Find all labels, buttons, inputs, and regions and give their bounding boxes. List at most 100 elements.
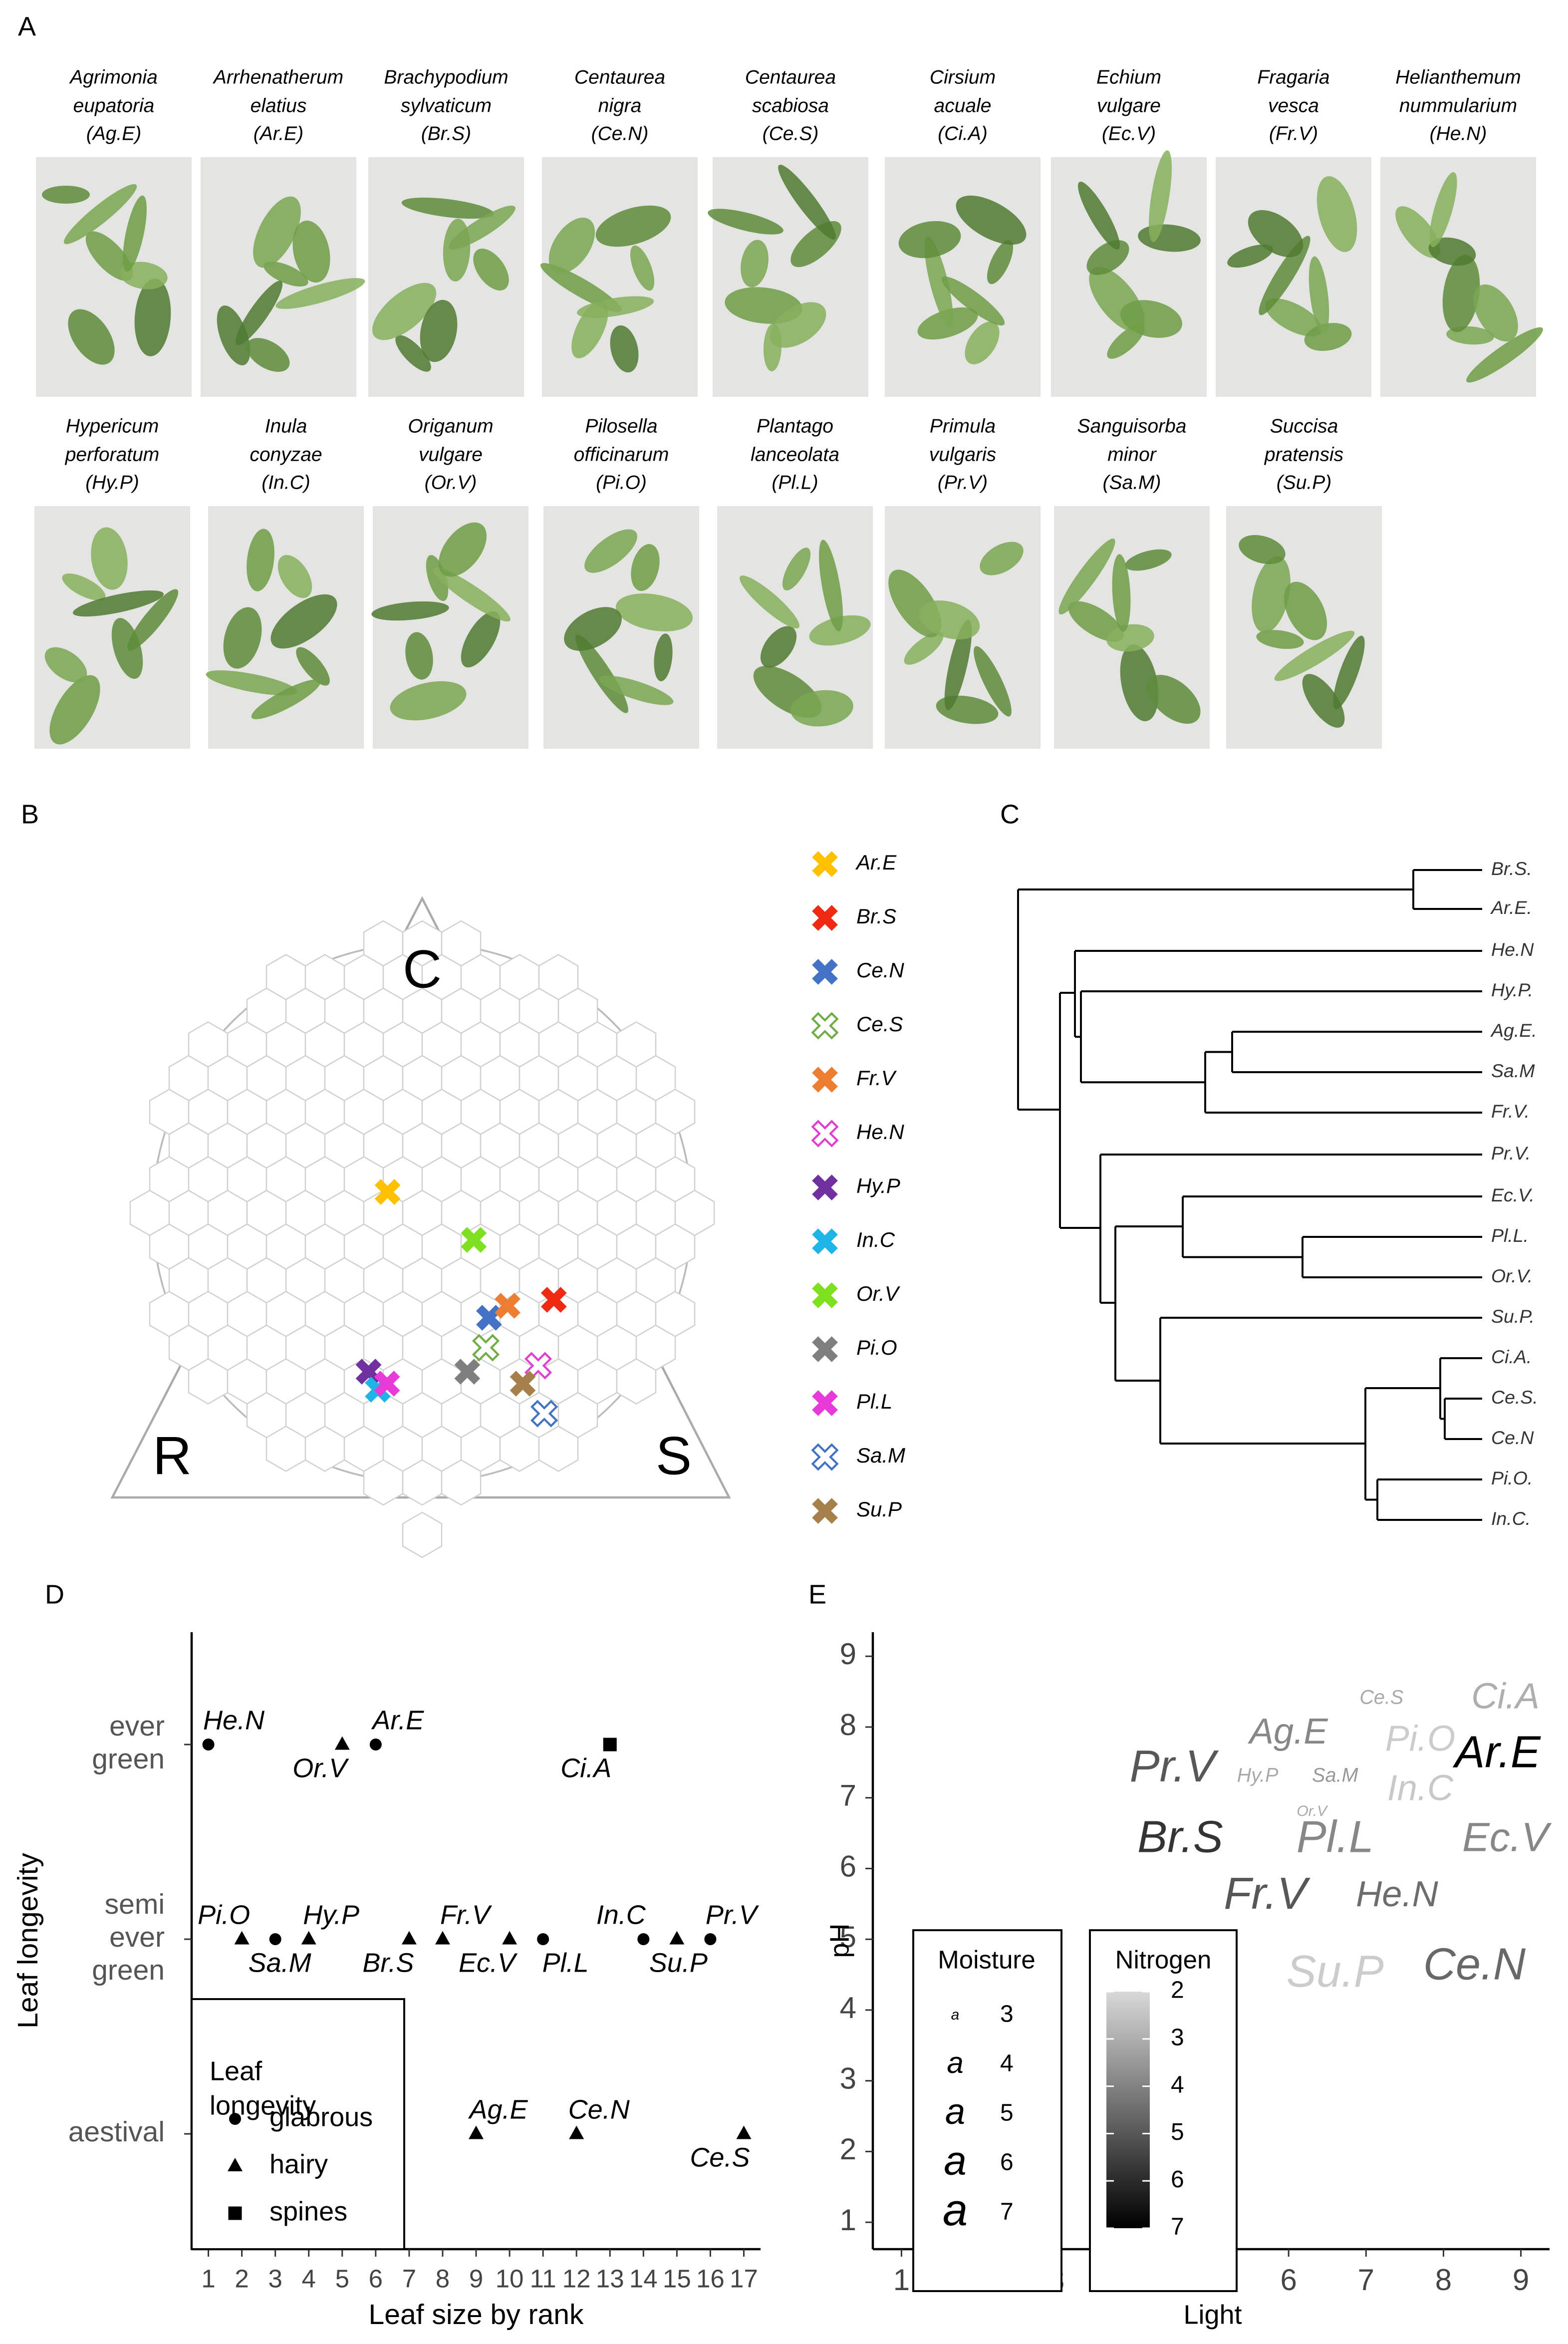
- leaf: [127, 589, 179, 651]
- csr-point: [355, 1359, 382, 1385]
- leaf: [1265, 298, 1322, 336]
- leaf: [85, 231, 133, 281]
- legend-symbol: a: [943, 2185, 968, 2235]
- species-word: Pi.O: [1385, 1719, 1456, 1758]
- leaf: [1227, 244, 1273, 268]
- leaf: [1284, 582, 1327, 640]
- legend-label: 5: [1000, 2100, 1014, 2126]
- species-word: He.N: [1356, 1874, 1439, 1914]
- leaf: [898, 221, 961, 259]
- leaf: [247, 529, 274, 591]
- vertex-label: R: [153, 1426, 192, 1486]
- point: [469, 2125, 484, 2139]
- leaf: [739, 576, 800, 628]
- point-label: Fr.V: [440, 1900, 493, 1930]
- legend-symbol: [811, 1443, 839, 1471]
- species-word: Ce.S: [1359, 1687, 1403, 1709]
- x-tick-label: 13: [596, 2264, 624, 2293]
- leaf: [974, 646, 1012, 717]
- leaf-label: Ci.A.: [1491, 1346, 1532, 1367]
- species-name: Cirsium acuale: [930, 67, 996, 117]
- legend-symbol: [811, 1012, 839, 1040]
- species-name: Primula vulgaris: [929, 416, 996, 466]
- leaf: [782, 548, 811, 590]
- leaf: [1149, 150, 1172, 242]
- leaf: [246, 338, 290, 372]
- leaf-label: Pl.L.: [1491, 1225, 1529, 1246]
- leaf: [1147, 675, 1201, 724]
- leaf: [631, 544, 660, 591]
- x-tick-label: 9: [469, 2264, 483, 2293]
- leaf: [91, 527, 128, 590]
- leaf: [426, 555, 449, 601]
- legend-symbol: a: [944, 2138, 967, 2184]
- leaf-label: Ce.N: [1491, 1427, 1534, 1448]
- legend-symbol: [812, 1390, 838, 1416]
- species-code: (Sa.M): [1103, 472, 1161, 493]
- species-code: (Pl.L): [772, 472, 818, 493]
- leaf: [1429, 172, 1457, 248]
- species-name: Hypericum perforatum: [65, 416, 160, 466]
- leaf-label: Br.S.: [1491, 858, 1532, 879]
- point: [301, 1931, 316, 1945]
- legend-symbol: [812, 851, 838, 877]
- species-word: Pr.V: [1130, 1742, 1220, 1791]
- legend-symbol: [812, 959, 838, 985]
- panel-label: D: [45, 1579, 64, 1609]
- point: [502, 1931, 518, 1945]
- vertex-label: C: [403, 939, 442, 999]
- legend-label: Br.S: [856, 904, 896, 928]
- leaf-label: Su.P.: [1491, 1306, 1535, 1327]
- leaf-label: Ec.V.: [1491, 1184, 1535, 1205]
- species-word: Fr.V: [1224, 1869, 1311, 1919]
- leaf: [1120, 300, 1182, 338]
- leaf: [401, 197, 494, 219]
- legend-label: 7: [1000, 2199, 1014, 2225]
- leaf-label: Hy.P.: [1491, 979, 1533, 1000]
- legend-box: [912, 1929, 1062, 2292]
- legend-label: Sa.M: [856, 1444, 905, 1467]
- leaf: [790, 690, 853, 727]
- leaf: [395, 335, 431, 372]
- csr-point: [495, 1293, 521, 1319]
- csr-point: [461, 1227, 487, 1253]
- species-word: Su.P: [1287, 1947, 1384, 1997]
- x-tick-label: 15: [663, 2264, 691, 2293]
- leaf: [253, 196, 301, 268]
- y-axis-title: pH: [824, 1923, 854, 1958]
- leaf: [944, 619, 972, 710]
- legend-symbol: [812, 1067, 838, 1093]
- leaf: [390, 681, 467, 721]
- x-tick-label: 4: [302, 2264, 316, 2293]
- leaf: [251, 679, 321, 719]
- leaf: [44, 647, 87, 683]
- point: [228, 2206, 242, 2220]
- species-name: Plantago lanceolata: [751, 416, 839, 466]
- species-name: Pilosella officinarum: [574, 416, 669, 466]
- point-label: Ec.V: [459, 1948, 518, 1978]
- leaf: [924, 236, 953, 327]
- leaf-label: Sa.M: [1491, 1060, 1535, 1081]
- legend-symbol: a: [951, 2007, 960, 2023]
- csr-point: [530, 1400, 558, 1428]
- point-label: Ce.N: [568, 2094, 630, 2124]
- y-tick-label: 6: [840, 1849, 856, 1883]
- x-tick-label: 10: [496, 2264, 524, 2293]
- leaf-label: In.C.: [1491, 1508, 1531, 1529]
- species-code: (Br.S): [421, 123, 471, 144]
- hex-cell: [616, 1358, 657, 1405]
- species-code: (Ag.E): [86, 123, 142, 144]
- leaf: [610, 325, 639, 373]
- species-code: (Su.P): [1277, 472, 1332, 493]
- x-tick-label: 7: [1358, 2263, 1374, 2297]
- leaf: [270, 594, 337, 649]
- leaf: [461, 611, 501, 668]
- leaf-label: Fr.V.: [1491, 1101, 1530, 1122]
- leaf: [296, 647, 330, 686]
- csr-point: [374, 1371, 400, 1397]
- leaf: [630, 245, 655, 291]
- leaf: [584, 529, 637, 573]
- legend-title: Moisture: [938, 1945, 1036, 1974]
- species-name: Inula conyzae: [250, 416, 322, 466]
- legend-label: He.N: [856, 1120, 904, 1144]
